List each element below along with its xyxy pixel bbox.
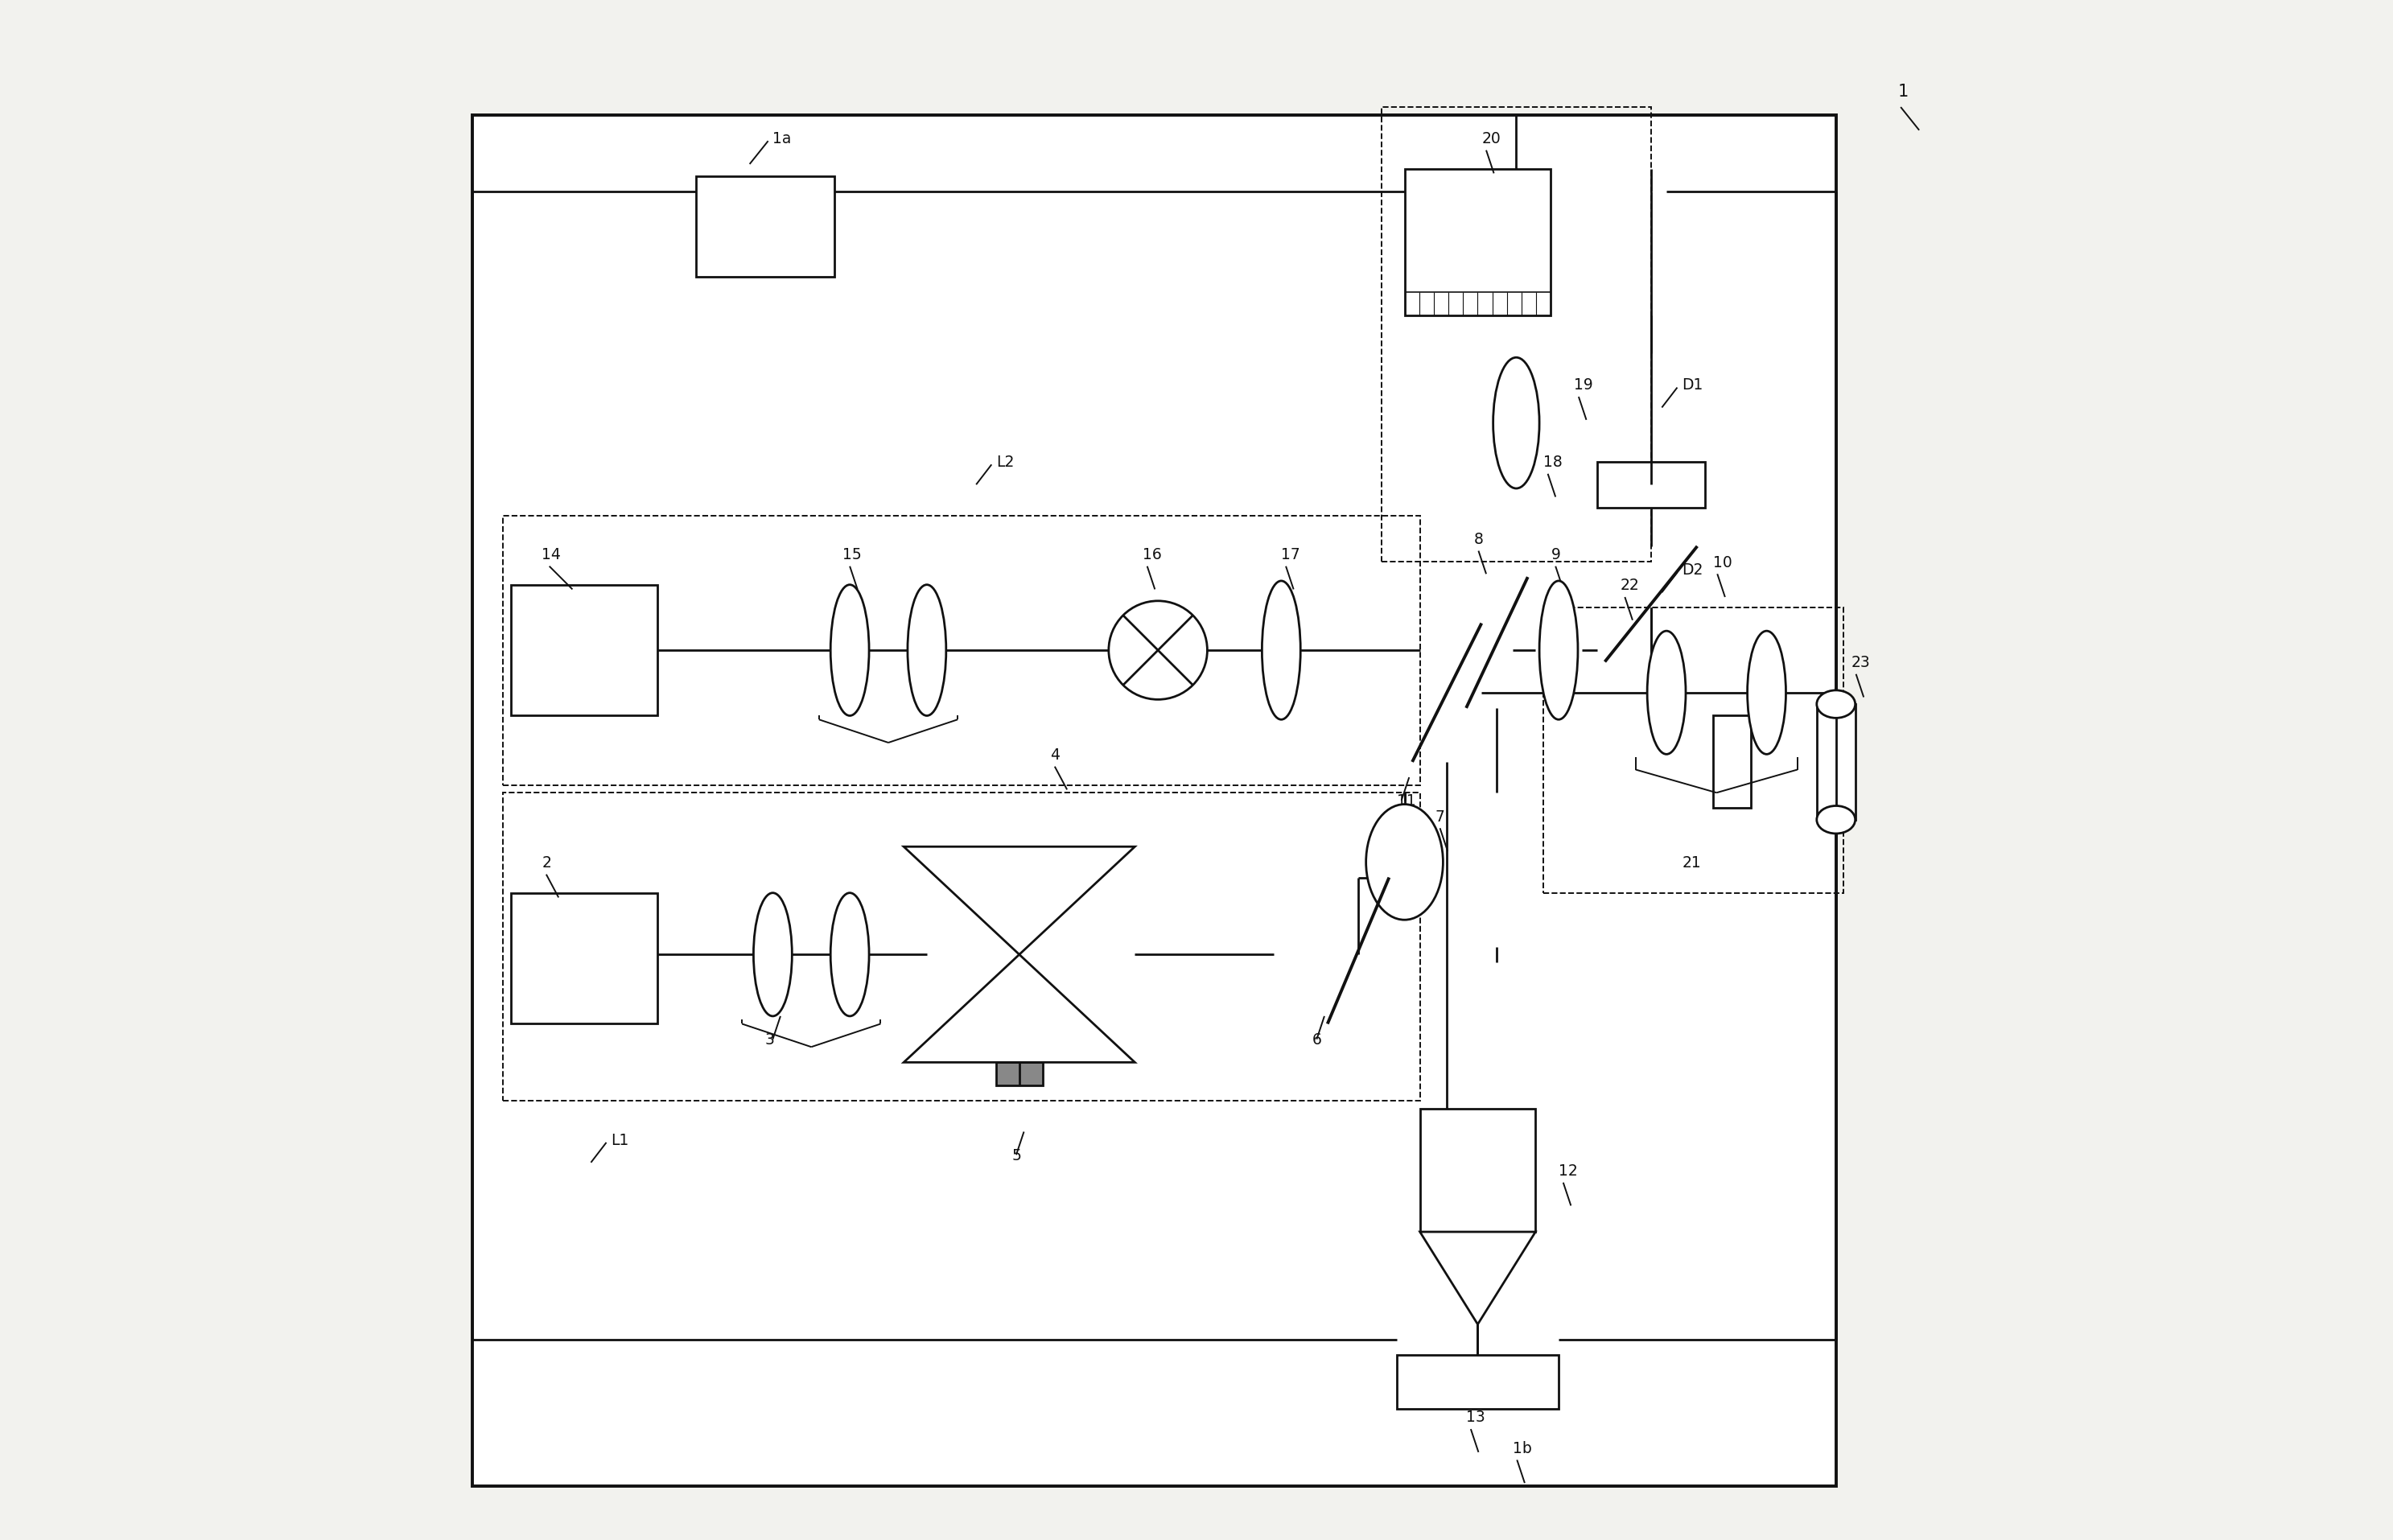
Bar xyxy=(471,115,1835,1486)
Text: 2: 2 xyxy=(541,855,550,870)
Text: 11: 11 xyxy=(1398,793,1417,808)
Text: 7: 7 xyxy=(1436,808,1445,824)
Text: 8: 8 xyxy=(1474,531,1484,547)
Bar xyxy=(1405,169,1551,316)
Text: 17: 17 xyxy=(1280,547,1299,562)
Ellipse shape xyxy=(907,585,945,716)
Bar xyxy=(510,893,658,1024)
Bar xyxy=(995,1063,1043,1086)
Ellipse shape xyxy=(830,893,869,1016)
Text: 23: 23 xyxy=(1852,654,1871,670)
Polygon shape xyxy=(905,955,1134,1063)
Bar xyxy=(1419,1109,1536,1232)
Text: D2: D2 xyxy=(1682,562,1704,578)
Bar xyxy=(1543,608,1843,893)
Text: L2: L2 xyxy=(995,454,1015,470)
Text: 4: 4 xyxy=(1051,747,1060,762)
Text: 9: 9 xyxy=(1551,547,1560,562)
Polygon shape xyxy=(1419,1232,1536,1324)
Ellipse shape xyxy=(830,585,869,716)
Text: 20: 20 xyxy=(1481,131,1500,146)
Text: 18: 18 xyxy=(1543,454,1563,470)
Bar xyxy=(1381,108,1651,562)
Text: 22: 22 xyxy=(1620,578,1639,593)
Text: 16: 16 xyxy=(1141,547,1161,562)
Ellipse shape xyxy=(1261,582,1299,721)
Text: 14: 14 xyxy=(541,547,560,562)
Bar xyxy=(1713,716,1752,808)
Bar xyxy=(1398,1355,1558,1409)
Ellipse shape xyxy=(754,893,792,1016)
Text: D1: D1 xyxy=(1682,377,1704,393)
Text: 21: 21 xyxy=(1682,855,1701,870)
Circle shape xyxy=(1108,602,1208,699)
Ellipse shape xyxy=(1366,804,1443,921)
Bar xyxy=(503,516,1419,785)
Bar xyxy=(1816,705,1855,819)
Text: 5: 5 xyxy=(1012,1147,1022,1163)
Text: 6: 6 xyxy=(1311,1032,1321,1047)
Ellipse shape xyxy=(1816,807,1855,835)
Ellipse shape xyxy=(1493,359,1539,490)
Text: L1: L1 xyxy=(610,1132,629,1147)
Text: 10: 10 xyxy=(1713,554,1733,570)
Text: 19: 19 xyxy=(1575,377,1594,393)
Ellipse shape xyxy=(1747,631,1785,755)
Text: 1: 1 xyxy=(1898,85,1907,100)
Text: 12: 12 xyxy=(1558,1163,1577,1178)
Text: 13: 13 xyxy=(1467,1409,1486,1425)
Bar xyxy=(503,793,1419,1101)
Ellipse shape xyxy=(1646,631,1685,755)
Text: 15: 15 xyxy=(842,547,861,562)
Text: 1a: 1a xyxy=(773,131,792,146)
Ellipse shape xyxy=(1816,690,1855,718)
Text: 3: 3 xyxy=(766,1032,775,1047)
Ellipse shape xyxy=(1539,582,1577,721)
Polygon shape xyxy=(905,847,1134,955)
Bar xyxy=(696,177,835,277)
Bar xyxy=(510,585,658,716)
Bar xyxy=(1596,462,1704,508)
Text: 1b: 1b xyxy=(1512,1440,1532,1455)
